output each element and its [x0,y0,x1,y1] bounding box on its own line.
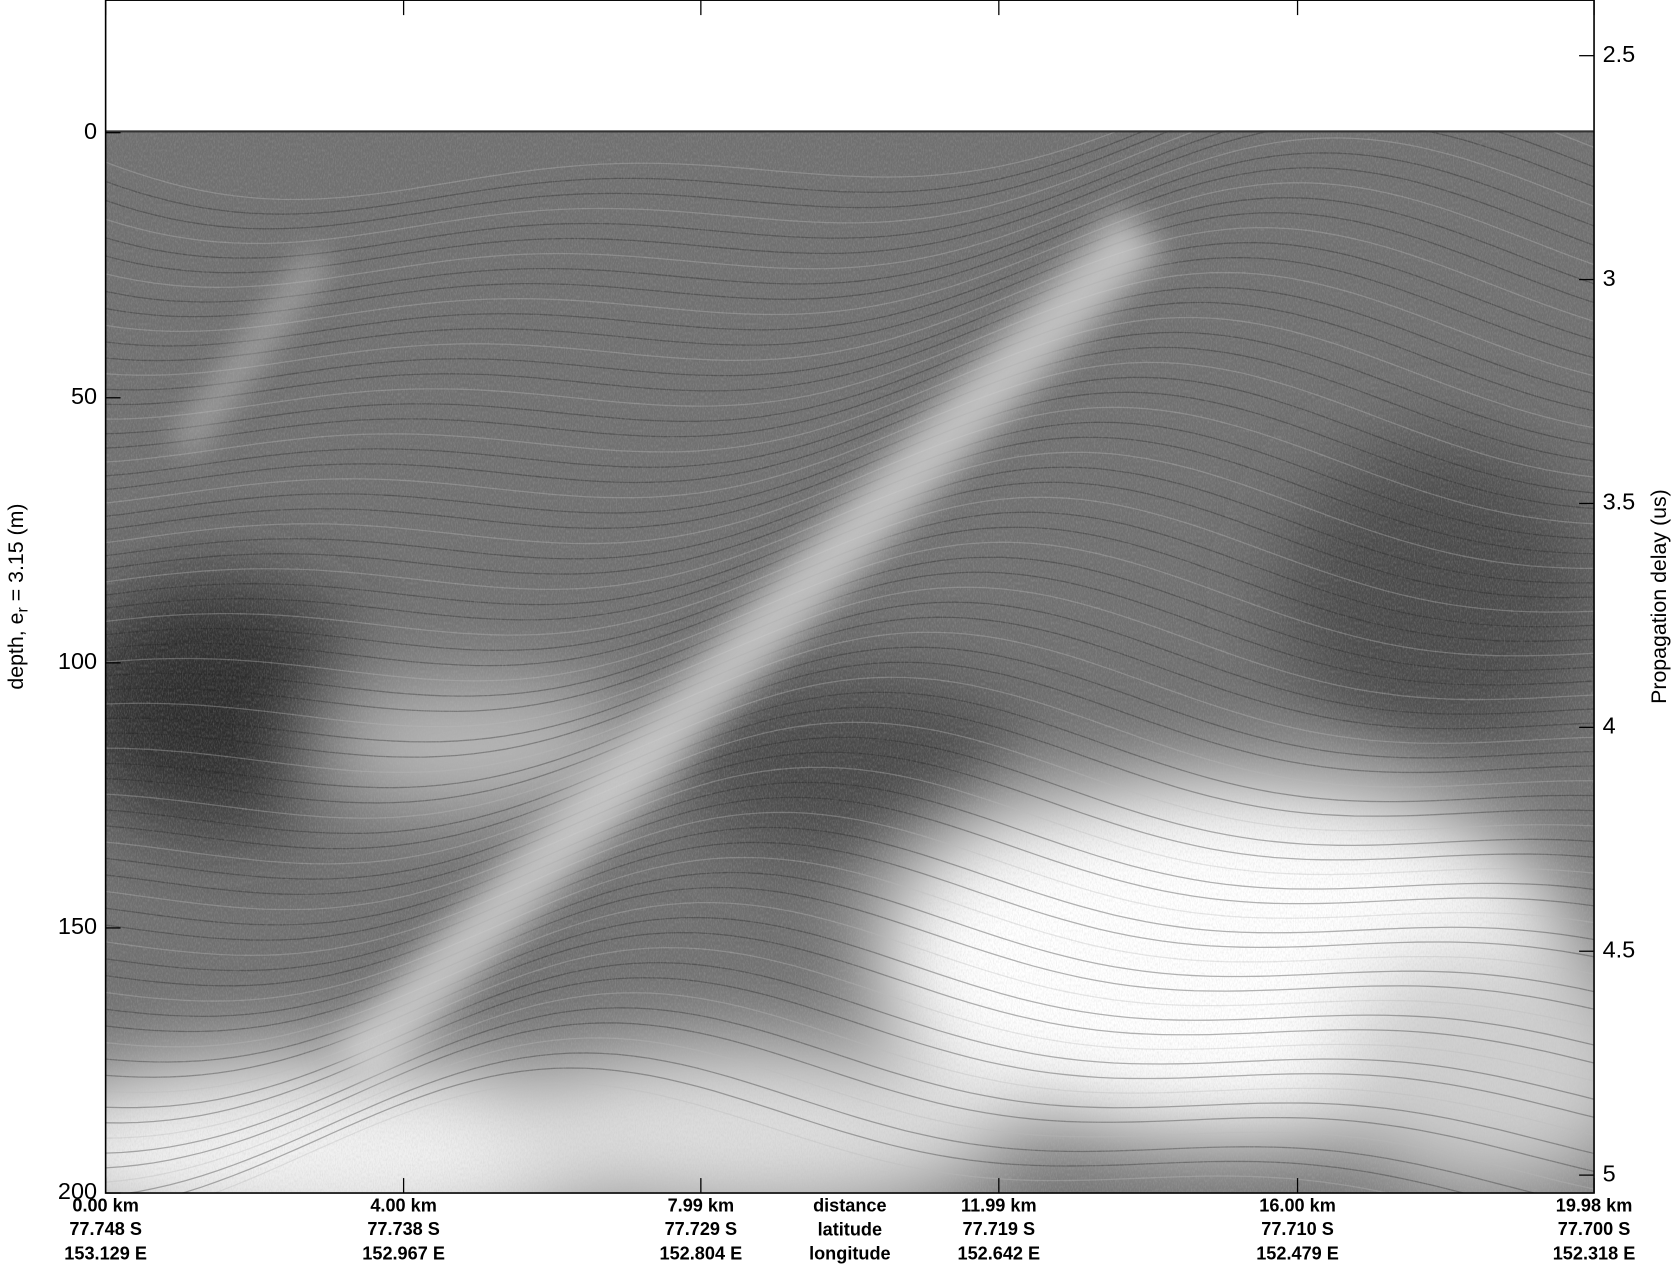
y2-axis-label: Propagation delay (us) [1647,489,1671,704]
longitude-label: 152.804 E [660,1244,743,1264]
row-name: latitude [818,1220,882,1240]
latitude-label: 77.710 S [1261,1219,1334,1239]
latitude-label: 77.719 S [963,1219,1036,1239]
y2-tick-label: 4 [1603,713,1616,739]
y-tick-label: 200 [58,1178,97,1204]
row-name: distance [813,1196,887,1216]
y2-tick-label: 3.5 [1603,489,1636,515]
longitude-label: 152.318 E [1553,1244,1636,1264]
x-tick-label: 4.00 km [370,1196,437,1216]
latitude-label: 77.700 S [1558,1219,1631,1239]
longitude-label: 153.129 E [64,1244,147,1264]
x-tick-label: 7.99 km [668,1196,735,1216]
y-tick-label: 50 [71,383,97,409]
y-tick-label: 150 [58,913,97,939]
latitude-label: 77.729 S [665,1219,738,1239]
radar-image [105,130,1595,1194]
longitude-label: 152.479 E [1256,1244,1339,1264]
latitude-label: 77.748 S [69,1219,142,1239]
longitude-label: 152.967 E [362,1244,445,1264]
y-axis-label: depth, er = 3.15 (m) [4,504,32,690]
plot-frame [104,0,1595,1194]
x-tick-label: 0.00 km [72,1196,139,1216]
y-tick-label: 0 [84,118,97,144]
y2-tick-label: 2.5 [1603,41,1636,67]
x-tick-label: 11.99 km [961,1196,1037,1216]
longitude-label: 152.642 E [957,1244,1040,1264]
x-tick-label: 16.00 km [1259,1196,1336,1216]
x-tick-label: 19.98 km [1556,1196,1633,1216]
row-name: longitude [809,1244,891,1264]
latitude-label: 77.738 S [367,1219,440,1239]
y2-tick-label: 4.5 [1603,936,1636,962]
y2-tick-label: 5 [1603,1160,1616,1186]
y2-tick-label: 3 [1603,265,1616,291]
y-tick-label: 100 [58,648,97,674]
